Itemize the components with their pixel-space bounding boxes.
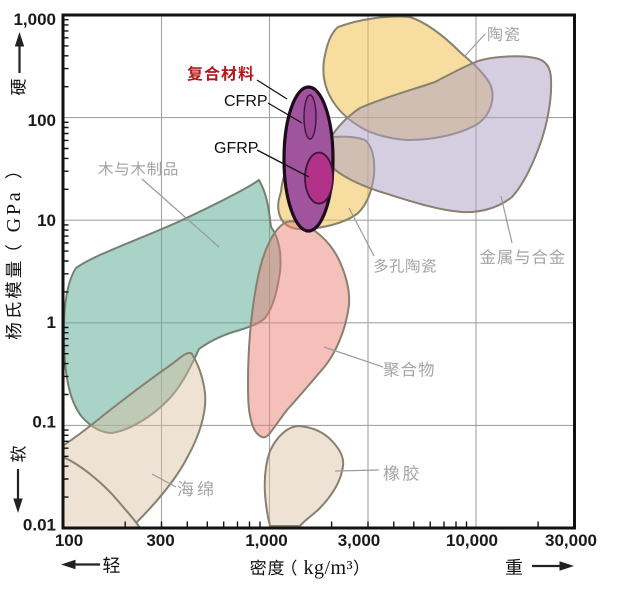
- svg-text:1: 1: [47, 313, 56, 332]
- svg-text:10: 10: [37, 211, 56, 230]
- svg-text:kg/m³: kg/m³: [304, 557, 354, 579]
- svg-text:10,000: 10,000: [446, 531, 498, 550]
- svg-text:100: 100: [28, 111, 56, 130]
- svg-text:300: 300: [146, 531, 174, 550]
- svg-text:1,000: 1,000: [13, 10, 56, 29]
- svg-text:GPa: GPa: [3, 190, 25, 233]
- svg-text:0.01: 0.01: [23, 516, 56, 535]
- svg-text:100: 100: [55, 531, 83, 550]
- svg-text:GFRP: GFRP: [214, 140, 258, 157]
- svg-text:30,000: 30,000: [545, 531, 597, 550]
- svg-text:0.1: 0.1: [32, 413, 56, 432]
- svg-text:1,000: 1,000: [245, 531, 288, 550]
- svg-text:CFRP: CFRP: [224, 93, 268, 110]
- svg-text:3,000: 3,000: [338, 531, 381, 550]
